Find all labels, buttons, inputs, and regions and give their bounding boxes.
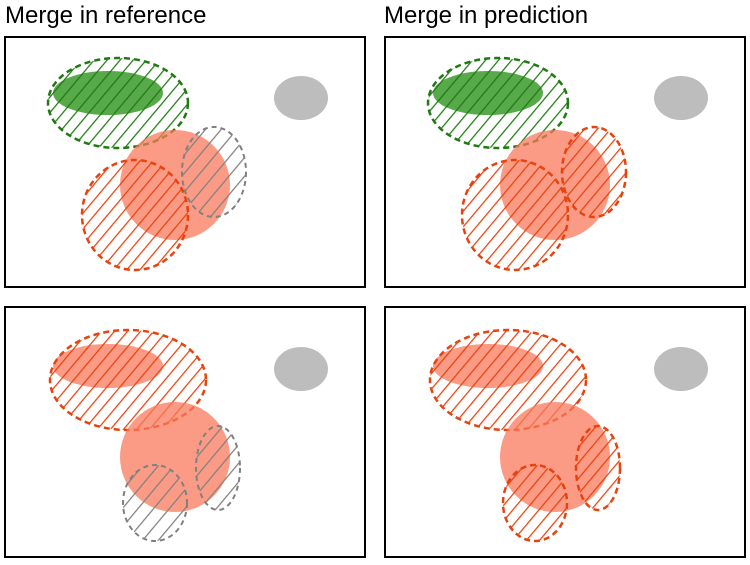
column-title: Merge in prediction [384, 2, 588, 29]
hatched-ellipse [181, 126, 247, 218]
hatched-ellipse [574, 424, 622, 512]
hatched-ellipse [122, 464, 188, 542]
hatched-ellipse [426, 56, 570, 150]
hatched-ellipse [560, 125, 628, 219]
panel [384, 306, 746, 558]
filled-ellipse [274, 347, 328, 391]
panel [4, 306, 366, 558]
hatched-ellipse [80, 158, 190, 272]
panel [384, 36, 746, 288]
hatched-ellipse [46, 56, 190, 150]
column-title: Merge in reference [5, 2, 206, 29]
hatched-ellipse [501, 463, 569, 543]
filled-ellipse [654, 76, 708, 120]
filled-ellipse [274, 76, 328, 120]
hatched-ellipse [460, 158, 570, 272]
panel [4, 36, 366, 288]
hatched-ellipse [195, 425, 241, 511]
filled-ellipse [654, 347, 708, 391]
